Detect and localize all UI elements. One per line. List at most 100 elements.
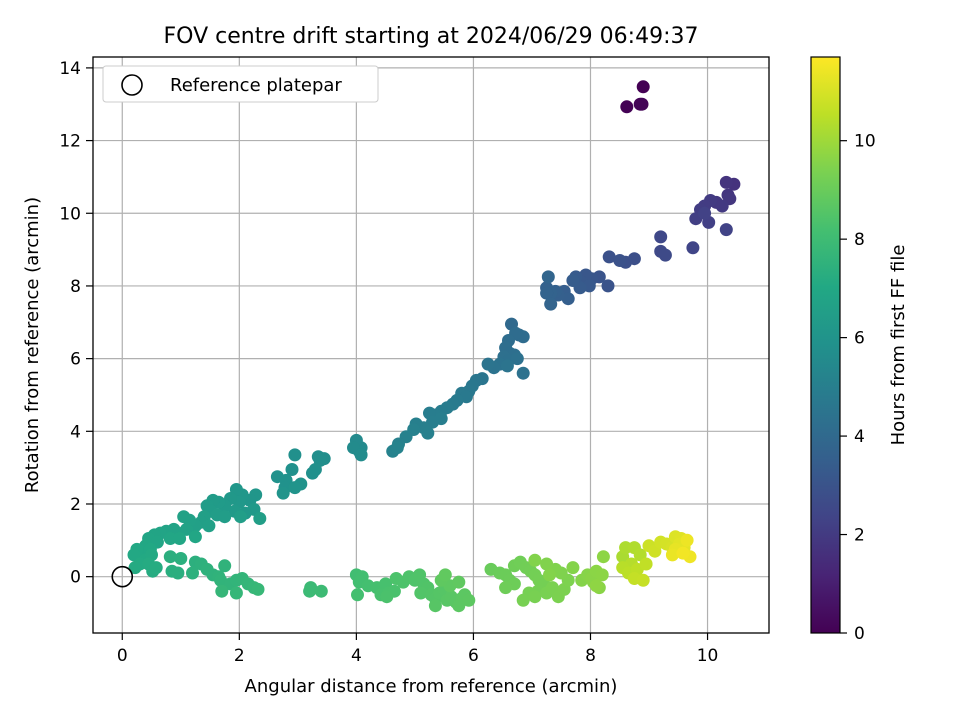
data-point (163, 532, 177, 545)
data-point (620, 100, 634, 114)
data-point (354, 448, 368, 462)
y-axis-ticks: 0 2 4 6 8 10 12 14 (59, 59, 93, 588)
colorbar-frame (810, 56, 841, 634)
legend-box (102, 65, 379, 103)
data-point (177, 510, 191, 524)
colorbar-tick-label: 6 (854, 329, 865, 349)
data-point (434, 412, 448, 426)
y-axis-label: Rotation from reference (arcmin) (22, 197, 43, 493)
data-point (516, 366, 530, 380)
data-point (218, 510, 232, 524)
legend: Reference platepar (102, 65, 379, 103)
legend-marker-icon (121, 74, 143, 96)
y-tick-label: 2 (70, 495, 81, 515)
colorbar-tick-label: 8 (854, 230, 865, 250)
data-point (602, 250, 616, 264)
data-point (613, 254, 627, 267)
data-point (186, 566, 199, 580)
legend-entry-reference-platepar: Reference platepar (170, 75, 342, 96)
data-point (654, 230, 668, 244)
data-point (715, 199, 729, 213)
y-tick-label: 6 (70, 350, 81, 370)
data-point (288, 448, 302, 462)
data-point (528, 553, 542, 567)
data-point (636, 80, 650, 94)
data-point (686, 241, 700, 255)
data-point (174, 552, 188, 565)
data-point (229, 586, 243, 600)
data-point (214, 573, 228, 587)
x-axis-ticks: 0 2 4 6 8 10 (117, 633, 719, 666)
data-point (163, 550, 177, 564)
data-point (218, 559, 232, 573)
data-point (481, 357, 495, 371)
x-tick-label: 10 (697, 646, 719, 666)
data-point (215, 584, 229, 598)
data-point (543, 568, 556, 582)
data-point (540, 557, 554, 571)
y-tick-label: 0 (70, 568, 81, 588)
colorbar-tick-label: 4 (854, 427, 865, 447)
scatter-points (127, 80, 741, 613)
data-point (285, 463, 299, 476)
data-point (253, 512, 267, 525)
reference-platepar-marker (111, 565, 134, 588)
data-point (589, 579, 603, 593)
y-tick-label: 14 (59, 59, 81, 79)
data-point (452, 599, 466, 613)
colorbar-tick-label: 10 (854, 132, 876, 152)
colorbar-tick-label: 2 (854, 526, 865, 546)
data-point (566, 561, 580, 575)
data-point (635, 97, 649, 111)
data-point (351, 588, 364, 602)
data-point (202, 519, 216, 533)
data-point (639, 557, 653, 571)
colorbar-ticks: 0 2 4 6 8 10 (840, 132, 876, 644)
data-point (528, 590, 542, 604)
data-point (173, 532, 187, 545)
data-point (601, 279, 615, 293)
data-point (719, 175, 733, 189)
x-tick-label: 8 (585, 646, 596, 666)
colorbar-gradient (811, 57, 840, 633)
data-point (276, 486, 290, 500)
data-point (566, 274, 580, 287)
data-point (380, 590, 394, 604)
data-point (149, 561, 163, 575)
data-point (596, 550, 610, 564)
x-tick-label: 4 (351, 646, 362, 666)
colorbar-tick-label: 0 (854, 624, 865, 644)
data-point (452, 575, 466, 589)
colorbar: 0 2 4 6 8 10 Hours from first FF file (810, 56, 909, 644)
data-point (171, 566, 185, 580)
data-point (421, 426, 435, 440)
data-point (499, 581, 513, 595)
data-point (540, 286, 554, 300)
data-point (698, 206, 712, 220)
data-point (676, 546, 690, 560)
y-tick-label: 10 (59, 204, 81, 224)
data-point (303, 584, 317, 598)
data-point (636, 573, 650, 587)
x-tick-label: 2 (234, 646, 245, 666)
grid-lines (93, 57, 769, 633)
data-point (438, 568, 452, 582)
data-point (234, 510, 247, 524)
data-point (658, 248, 672, 262)
data-point (510, 352, 524, 366)
data-point (595, 568, 609, 582)
data-point (561, 292, 575, 306)
data-point (314, 584, 328, 598)
data-point (516, 593, 530, 607)
x-axis-label: Angular distance from reference (arcmin) (245, 676, 618, 697)
data-point (541, 270, 555, 284)
data-point (251, 582, 265, 596)
data-point (414, 586, 428, 600)
y-tick-label: 8 (70, 277, 81, 297)
colorbar-label: Hours from first FF file (888, 245, 909, 446)
data-point (306, 466, 319, 480)
data-point (680, 533, 694, 547)
data-point (188, 530, 202, 544)
data-point (719, 223, 733, 237)
